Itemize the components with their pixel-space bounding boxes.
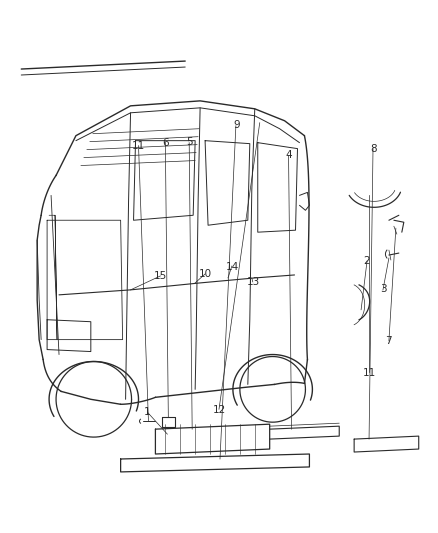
Text: 10: 10 [198,270,212,279]
Text: 12: 12 [212,405,226,415]
Text: 3: 3 [380,284,387,294]
Text: 14: 14 [226,262,239,271]
Text: 11: 11 [363,368,376,377]
Text: 1: 1 [144,407,151,417]
Text: 6: 6 [162,138,169,148]
Text: 4: 4 [285,150,292,160]
Text: 8: 8 [370,144,377,154]
Text: 9: 9 [233,120,240,131]
Text: 13: 13 [246,277,260,287]
Text: 11: 11 [132,141,145,151]
Text: 15: 15 [154,271,167,281]
Text: 7: 7 [385,336,392,346]
Text: 5: 5 [186,138,193,148]
Text: 2: 2 [364,256,370,266]
